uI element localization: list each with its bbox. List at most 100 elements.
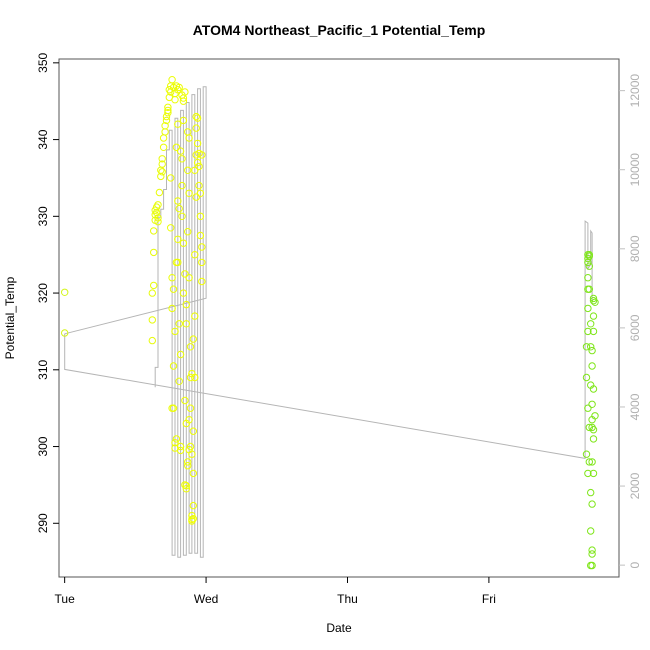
y-tick-label: 300	[36, 436, 50, 456]
data-point	[181, 270, 189, 278]
y-tick-label: 350	[36, 53, 50, 73]
data-point	[175, 83, 183, 92]
data-point	[162, 112, 171, 121]
data-point	[176, 442, 185, 451]
data-point	[184, 228, 192, 236]
y-tick-label: 330	[36, 206, 50, 226]
data-point	[150, 227, 158, 235]
data-point	[176, 147, 185, 155]
data-point	[171, 96, 179, 104]
data-point	[584, 327, 592, 336]
data-point	[182, 300, 191, 309]
y-tick-label: 310	[36, 359, 50, 379]
data-point	[174, 120, 182, 128]
data-point	[587, 527, 595, 535]
data-point	[171, 327, 179, 336]
data-point	[164, 106, 172, 115]
y-axis-label: Potential_Temp	[3, 276, 17, 359]
data-point	[157, 166, 165, 175]
y2-tick-label: 2000	[628, 472, 642, 499]
data-point	[168, 304, 176, 313]
data-point	[587, 381, 595, 389]
data-point	[588, 423, 596, 432]
data-point	[196, 212, 205, 221]
data-point	[591, 298, 599, 306]
data-point	[198, 258, 206, 267]
data-point	[189, 427, 198, 435]
data-point	[587, 343, 595, 351]
data-point	[152, 208, 161, 217]
data-point	[589, 435, 598, 443]
data-point	[588, 458, 596, 466]
data-point	[184, 166, 192, 175]
data-point	[175, 320, 183, 328]
data-point	[198, 277, 206, 286]
data-point	[154, 218, 162, 226]
data-point	[171, 439, 179, 447]
data-point	[191, 251, 199, 259]
data-point	[585, 262, 593, 270]
data-point	[585, 423, 593, 432]
data-point	[588, 362, 596, 370]
data-point	[182, 482, 191, 490]
data-point	[185, 189, 193, 198]
data-point	[150, 281, 158, 290]
y2-tick-label: 6000	[628, 314, 642, 341]
data-point	[184, 128, 192, 136]
data-point	[587, 320, 595, 328]
data-point	[150, 248, 158, 257]
data-point	[184, 458, 192, 466]
data-point	[148, 316, 157, 324]
data-point	[161, 122, 169, 130]
data-point	[588, 346, 596, 355]
data-points	[60, 76, 599, 570]
data-point	[168, 76, 176, 84]
data-point	[178, 155, 186, 163]
data-point	[174, 197, 182, 205]
data-point	[158, 155, 166, 163]
data-point	[588, 561, 596, 570]
data-point	[584, 274, 592, 282]
data-point	[189, 515, 198, 523]
data-point	[148, 336, 157, 345]
data-point	[588, 400, 596, 408]
data-point	[181, 396, 189, 405]
data-point	[589, 294, 598, 303]
data-point	[582, 450, 591, 458]
data-point	[585, 458, 593, 466]
data-point	[184, 462, 192, 470]
data-point	[191, 312, 199, 320]
data-point	[186, 404, 195, 412]
trace-line-left	[64, 86, 207, 558]
data-point	[589, 312, 598, 320]
data-point	[164, 109, 172, 117]
data-point	[584, 404, 592, 412]
data-point	[193, 158, 202, 167]
x-tick-label: Tue	[55, 592, 76, 606]
y2-tick-label: 12000	[628, 74, 642, 108]
y2-tick-label: 0	[628, 561, 642, 568]
data-point	[189, 501, 198, 510]
data-point	[588, 500, 596, 508]
y-axis-left: 290 300 310 320 330 340 350	[36, 53, 59, 533]
trace-line-main	[64, 220, 593, 459]
data-point	[167, 174, 175, 182]
data-point	[178, 181, 186, 190]
data-point	[585, 251, 593, 259]
data-point	[185, 445, 193, 454]
data-point	[588, 550, 596, 558]
data-point	[179, 97, 188, 105]
data-point	[196, 189, 205, 198]
data-point	[162, 116, 171, 125]
data-point	[189, 469, 198, 478]
data-point	[186, 373, 195, 382]
data-point	[181, 481, 189, 489]
data-point	[192, 124, 200, 132]
data-point	[584, 469, 592, 478]
data-point	[186, 343, 195, 351]
data-point	[185, 416, 193, 424]
data-point	[192, 112, 200, 121]
x-tick-label: Wed	[194, 592, 218, 606]
data-point	[195, 162, 203, 171]
data-point	[158, 160, 166, 168]
